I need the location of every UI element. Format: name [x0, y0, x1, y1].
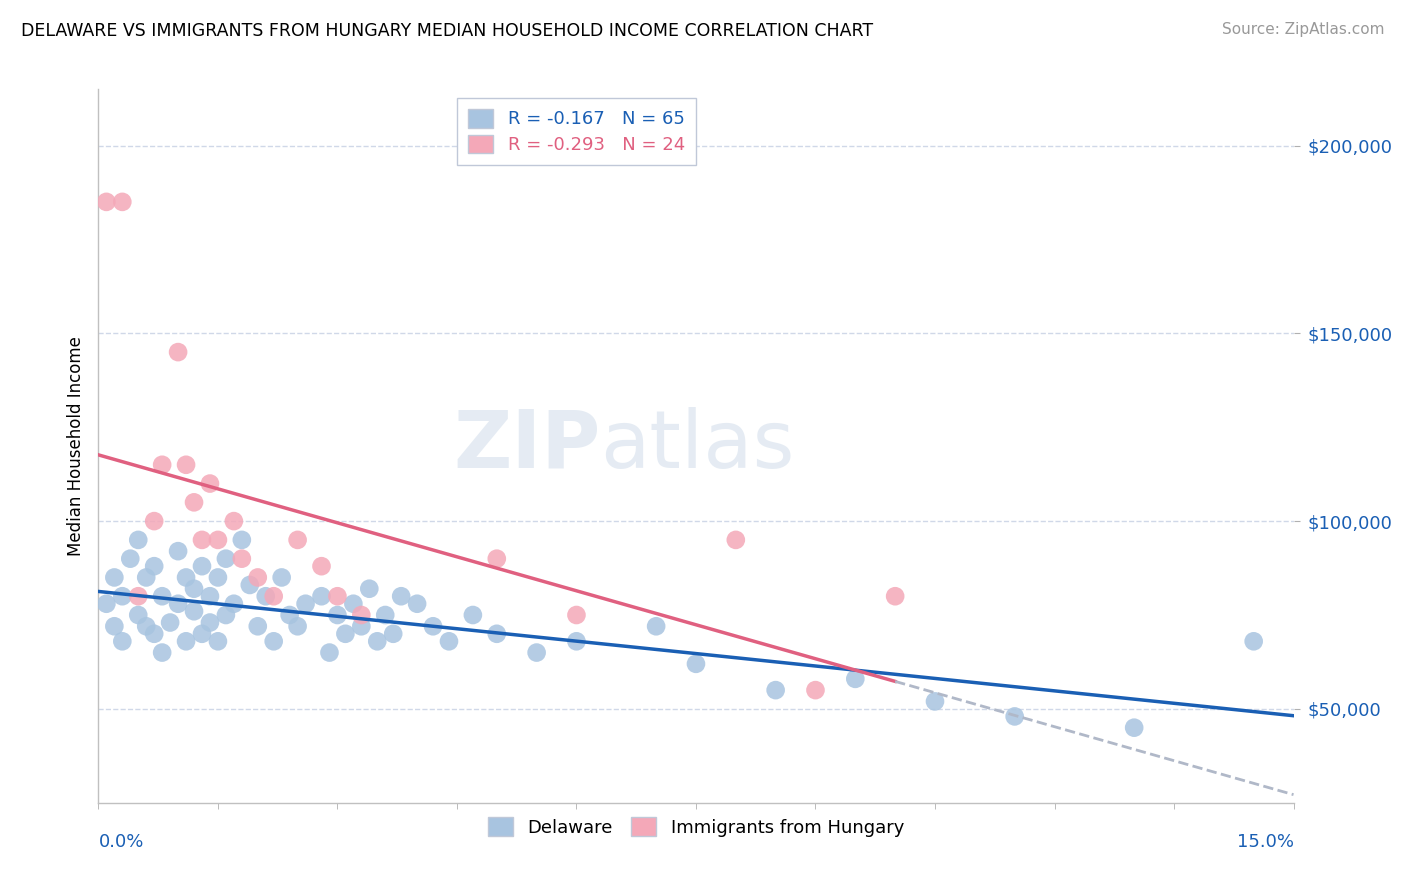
Point	[183, 604, 205, 618]
Point	[174, 458, 197, 472]
Point	[1004, 709, 1026, 723]
Text: 0.0%: 0.0%	[98, 833, 143, 851]
Point	[96, 194, 118, 209]
Point	[350, 619, 373, 633]
Point	[565, 634, 588, 648]
Point	[111, 194, 134, 209]
Point	[374, 607, 396, 622]
Point	[222, 514, 245, 528]
Point	[207, 533, 229, 547]
Point	[565, 607, 588, 622]
Text: Source: ZipAtlas.com: Source: ZipAtlas.com	[1222, 22, 1385, 37]
Point	[167, 345, 190, 359]
Point	[111, 589, 134, 603]
Point	[111, 634, 134, 648]
Point	[150, 646, 173, 660]
Point	[135, 619, 157, 633]
Point	[765, 683, 787, 698]
Point	[685, 657, 707, 671]
Text: atlas: atlas	[600, 407, 794, 485]
Point	[222, 597, 245, 611]
Point	[191, 559, 214, 574]
Point	[96, 597, 118, 611]
Point	[884, 589, 907, 603]
Text: DELAWARE VS IMMIGRANTS FROM HUNGARY MEDIAN HOUSEHOLD INCOME CORRELATION CHART: DELAWARE VS IMMIGRANTS FROM HUNGARY MEDI…	[21, 22, 873, 40]
Point	[246, 619, 269, 633]
Point	[263, 589, 285, 603]
Point	[135, 570, 157, 584]
Point	[278, 607, 301, 622]
Point	[318, 646, 340, 660]
Point	[311, 589, 333, 603]
Point	[150, 458, 173, 472]
Point	[127, 533, 149, 547]
Point	[143, 514, 166, 528]
Point	[844, 672, 866, 686]
Point	[359, 582, 381, 596]
Text: ZIP: ZIP	[453, 407, 600, 485]
Point	[103, 619, 125, 633]
Point	[389, 589, 412, 603]
Point	[485, 627, 508, 641]
Point	[485, 551, 508, 566]
Point	[326, 607, 349, 622]
Point	[103, 570, 125, 584]
Point	[724, 533, 747, 547]
Y-axis label: Median Household Income: Median Household Income	[66, 336, 84, 556]
Point	[294, 597, 316, 611]
Point	[174, 634, 197, 648]
Point	[239, 578, 262, 592]
Point	[804, 683, 827, 698]
Point	[143, 559, 166, 574]
Point	[159, 615, 181, 630]
Point	[326, 589, 349, 603]
Point	[120, 551, 142, 566]
Point	[183, 495, 205, 509]
Point	[207, 570, 229, 584]
Point	[287, 533, 309, 547]
Point	[350, 607, 373, 622]
Point	[287, 619, 309, 633]
Point	[127, 607, 149, 622]
Point	[311, 559, 333, 574]
Point	[406, 597, 429, 611]
Point	[215, 607, 238, 622]
Point	[127, 589, 149, 603]
Point	[437, 634, 460, 648]
Point	[270, 570, 292, 584]
Point	[1243, 634, 1265, 648]
Point	[143, 627, 166, 641]
Point	[174, 570, 197, 584]
Point	[183, 582, 205, 596]
Point	[150, 589, 173, 603]
Point	[335, 627, 357, 641]
Point	[1123, 721, 1146, 735]
Point	[207, 634, 229, 648]
Point	[526, 646, 548, 660]
Point	[215, 551, 238, 566]
Point	[198, 589, 221, 603]
Point	[198, 476, 221, 491]
Point	[924, 694, 946, 708]
Point	[342, 597, 364, 611]
Point	[167, 544, 190, 558]
Point	[167, 597, 190, 611]
Point	[191, 533, 214, 547]
Point	[231, 533, 253, 547]
Point	[645, 619, 668, 633]
Legend: Delaware, Immigrants from Hungary: Delaware, Immigrants from Hungary	[481, 810, 911, 844]
Point	[382, 627, 405, 641]
Text: 15.0%: 15.0%	[1236, 833, 1294, 851]
Point	[263, 634, 285, 648]
Point	[191, 627, 214, 641]
Point	[254, 589, 277, 603]
Point	[246, 570, 269, 584]
Point	[461, 607, 484, 622]
Point	[366, 634, 388, 648]
Point	[422, 619, 444, 633]
Point	[231, 551, 253, 566]
Point	[198, 615, 221, 630]
